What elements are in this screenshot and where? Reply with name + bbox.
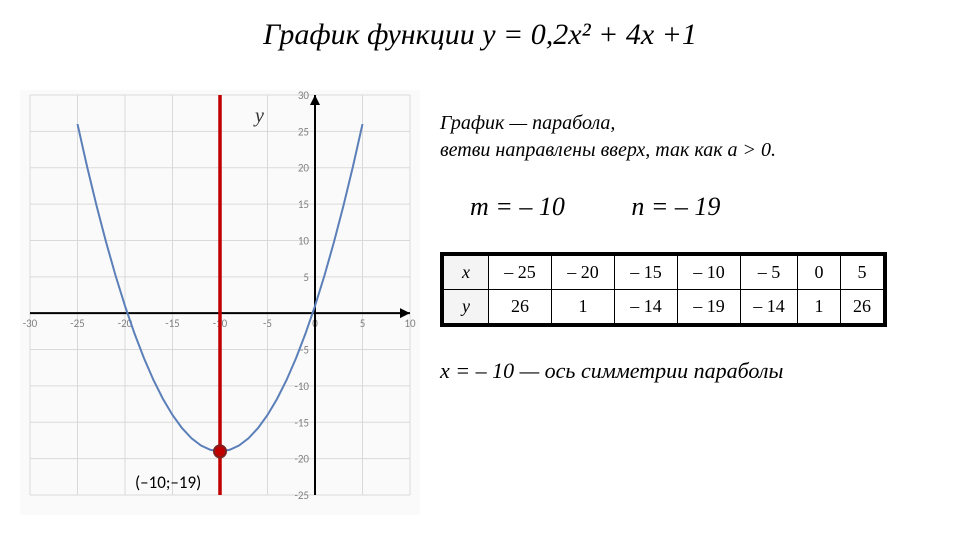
table-cell: 0 — [798, 256, 841, 290]
m-value: m = – 10 — [470, 192, 565, 222]
svg-text:-30: -30 — [23, 317, 38, 330]
table-cell: 26 — [489, 290, 552, 324]
table-cell: – 5 — [741, 256, 798, 290]
svg-text:-15: -15 — [165, 317, 180, 330]
svg-text:10: 10 — [404, 317, 416, 330]
symmetry-axis-note: х = – 10 — ось симметрии параболы — [440, 358, 940, 384]
svg-text:-25: -25 — [70, 317, 85, 330]
svg-text:5: 5 — [303, 271, 309, 284]
description-line-2: ветви направлены вверх, так как a > 0. — [440, 137, 940, 164]
svg-text:-5: -5 — [263, 317, 272, 330]
y-axis-label: y — [255, 105, 264, 128]
vertex-label: (–10;–19) — [135, 472, 201, 493]
table-cell: – 14 — [741, 290, 798, 324]
svg-text:-10: -10 — [294, 380, 309, 393]
svg-text:30: 30 — [298, 90, 310, 102]
table-cell: – 14 — [615, 290, 678, 324]
table-cell: 26 — [841, 290, 884, 324]
description-line-1: График — парабола, — [440, 110, 940, 137]
svg-text:5: 5 — [360, 317, 366, 330]
table-head-x: x — [444, 256, 489, 290]
page-title: График функции y = 0,2x² + 4x +1 — [0, 18, 960, 52]
table-cell: – 19 — [678, 290, 741, 324]
svg-text:15: 15 — [298, 198, 309, 211]
svg-text:25: 25 — [298, 125, 309, 138]
table-cell: 1 — [798, 290, 841, 324]
svg-text:-15: -15 — [294, 416, 309, 429]
table-cell: – 15 — [615, 256, 678, 290]
table-cell: 1 — [552, 290, 615, 324]
table-cell: – 20 — [552, 256, 615, 290]
svg-text:20: 20 — [298, 162, 310, 175]
svg-text:10: 10 — [298, 234, 310, 247]
svg-text:-20: -20 — [294, 453, 309, 466]
n-value: n = – 19 — [631, 192, 720, 222]
table-cell: – 10 — [678, 256, 741, 290]
svg-text:-25: -25 — [294, 489, 309, 502]
table-cell: – 25 — [489, 256, 552, 290]
parabola-chart: -30-25-20-15-10-50510-25-20-15-10-551015… — [20, 90, 420, 515]
table-cell: 5 — [841, 256, 884, 290]
table-head-y: y — [444, 290, 489, 324]
xy-table: x– 25– 20– 15– 10– 505y261– 14– 19– 1412… — [440, 252, 887, 327]
